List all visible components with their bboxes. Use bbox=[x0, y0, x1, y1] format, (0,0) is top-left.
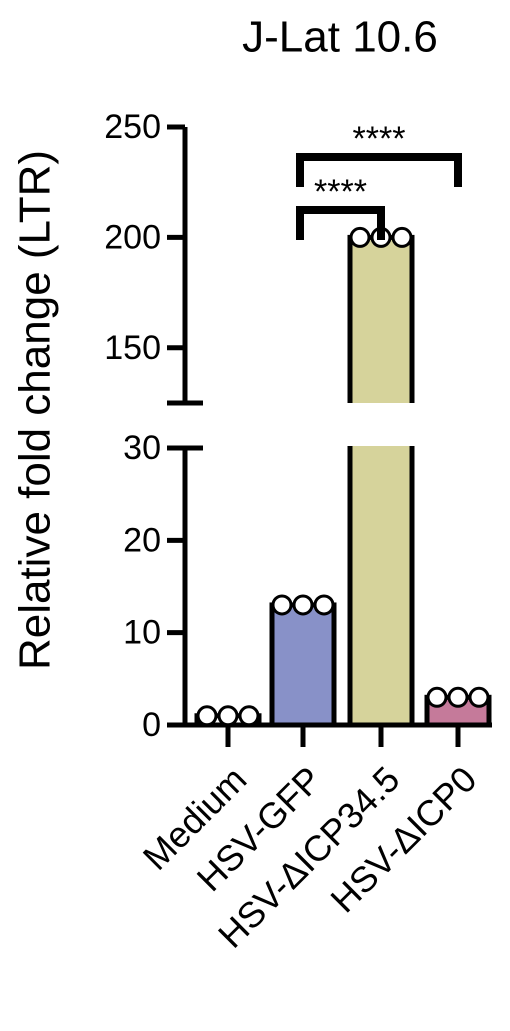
significance-label: **** bbox=[314, 173, 367, 211]
data-point bbox=[271, 594, 293, 616]
significance-label: **** bbox=[353, 120, 406, 158]
bar-group bbox=[269, 602, 337, 728]
bar-group bbox=[347, 446, 415, 728]
bar-upper bbox=[347, 234, 415, 403]
y-tick-label: 20 bbox=[123, 521, 161, 559]
data-point bbox=[349, 226, 371, 248]
y-tick-label: 0 bbox=[142, 706, 161, 744]
y-tick-label: 150 bbox=[104, 329, 161, 367]
data-point bbox=[196, 705, 218, 727]
data-point bbox=[447, 686, 469, 708]
data-point bbox=[426, 686, 448, 708]
y-tick-label: 250 bbox=[104, 108, 161, 146]
data-point bbox=[468, 686, 490, 708]
bar-group bbox=[347, 234, 415, 403]
data-point bbox=[313, 594, 335, 616]
significance-bracket bbox=[296, 206, 385, 240]
data-point bbox=[391, 226, 413, 248]
bar bbox=[347, 446, 415, 728]
bar bbox=[269, 602, 337, 728]
y-tick-label: 10 bbox=[123, 614, 161, 652]
y-tick-label: 200 bbox=[104, 218, 161, 256]
data-point bbox=[217, 705, 239, 727]
y-axis-label: Relative fold change (LTR) bbox=[11, 150, 60, 670]
y-tick-label: 30 bbox=[123, 429, 161, 467]
data-point bbox=[238, 705, 260, 727]
data-point bbox=[292, 594, 314, 616]
chart-title: J-Lat 10.6 bbox=[242, 13, 438, 62]
significance-bracket bbox=[296, 153, 462, 187]
